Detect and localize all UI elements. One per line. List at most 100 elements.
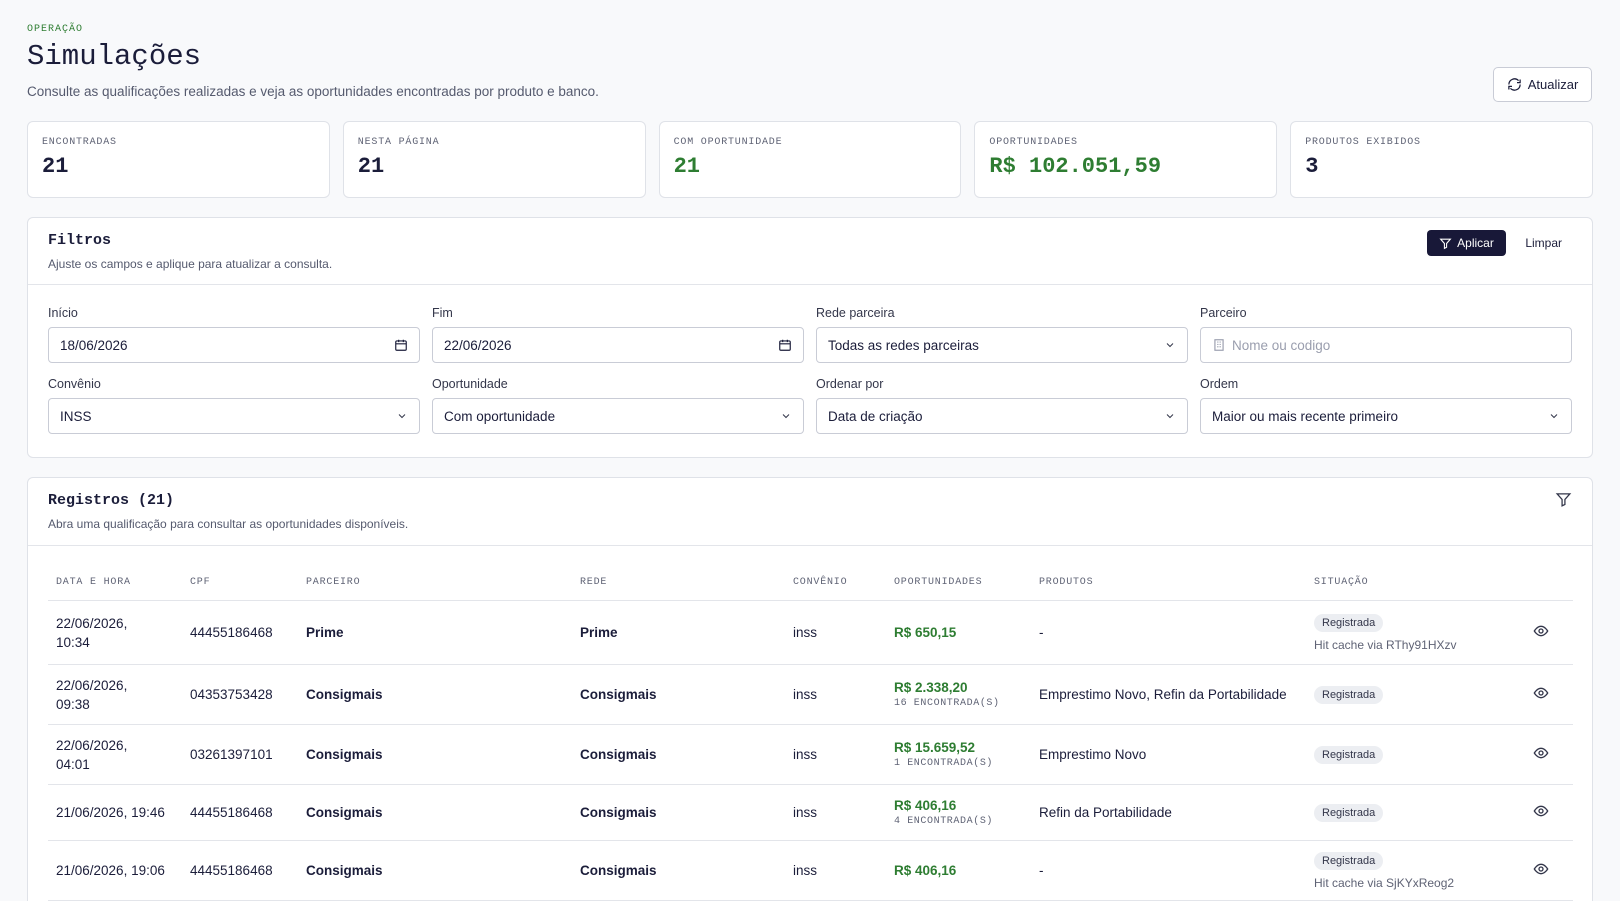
status-badge: Registrada: [1314, 613, 1384, 632]
amount: R$ 2.338,20: [894, 680, 968, 695]
stat-card: ENCONTRADAS 21: [27, 121, 330, 198]
table-header: DATA E HORA CPF PARCEIRO REDE CONVÊNIO OPORTU…: [48, 564, 1573, 601]
amount: R$ 650,15: [894, 625, 957, 640]
field-label: Fim: [432, 306, 453, 320]
cell-network: Consigmais: [580, 863, 657, 878]
field-input[interactable]: Data de criação: [816, 398, 1188, 434]
field-value: 22/06/2026: [444, 337, 512, 353]
cell-status: Registrada: [1314, 685, 1533, 704]
stat-card: PRODUTOS EXIBIDOS 3: [1290, 121, 1593, 198]
field-input[interactable]: Maior ou mais recente primeiro: [1200, 398, 1572, 434]
cell-partner: Consigmais: [306, 687, 383, 702]
stat-label: ENCONTRADAS: [42, 137, 117, 148]
field-input[interactable]: Nome ou codigo: [1200, 327, 1572, 363]
cell-partner: Consigmais: [306, 805, 383, 820]
cell-date: 21/06/2026, 19:46: [56, 805, 165, 820]
view-button[interactable]: [1533, 745, 1573, 764]
cell-agreement: inss: [793, 863, 818, 878]
field-value: Data de criação: [828, 408, 923, 424]
view-button[interactable]: [1533, 861, 1573, 880]
stat-label: OPORTUNIDADES: [989, 137, 1078, 148]
cell-network: Consigmais: [580, 687, 657, 702]
found-count: 1 ENCONTRADA(S): [894, 758, 994, 769]
column-header: DATA E HORA: [56, 576, 131, 588]
cell-network: Consigmais: [580, 805, 657, 820]
stat-value: 21: [357, 154, 385, 179]
input-wrap: Nome ou codigo: [1212, 338, 1330, 353]
view-button[interactable]: [1533, 623, 1573, 642]
filter-field: Ordenar por Data de criação: [816, 377, 1188, 434]
table-row: 22/06/2026, 04:01 03261397101 Consigmais Co…: [48, 725, 1573, 785]
cell-partner: Consigmais: [306, 863, 383, 878]
field-input[interactable]: 18/06/2026: [48, 327, 420, 363]
refresh-icon: [1507, 78, 1521, 91]
cell-opportunities: R$ 406,16: [894, 863, 1039, 878]
amount: R$ 15.659,52: [894, 740, 976, 755]
page-title: Simulações: [27, 40, 202, 73]
filter-field: Parceiro Nome ou codigo: [1200, 306, 1572, 363]
clear-button[interactable]: Limpar: [1525, 236, 1562, 250]
stat-value: R$ 102.051,59: [989, 154, 1162, 179]
records-table: DATA E HORA CPF PARCEIRO REDE CONVÊNIO OPORTU…: [48, 564, 1573, 901]
field-input[interactable]: 22/06/2026: [432, 327, 804, 363]
cell-agreement: inss: [793, 687, 818, 702]
apply-button[interactable]: Aplicar: [1427, 230, 1506, 256]
cell-date: 21/06/2026, 19:06: [56, 863, 165, 878]
field-label: Rede parceira: [816, 306, 895, 320]
filter-field: Fim 22/06/2026: [432, 306, 804, 363]
cell-products: -: [1039, 863, 1044, 878]
field-input[interactable]: Com oportunidade: [432, 398, 804, 434]
stat-value: 3: [1305, 154, 1319, 179]
chevron-icon: [1166, 343, 1174, 348]
stats: ENCONTRADAS 21 NESTA PÁGINA 21 COM OPORTUN…: [27, 121, 1593, 198]
field-input[interactable]: Todas as redes parceiras: [816, 327, 1188, 363]
stat-label: NESTA PÁGINA: [357, 137, 440, 148]
table-row: 22/06/2026, 10:34 44455186468 Prime Prime in…: [48, 601, 1573, 665]
status-badge: Registrada: [1314, 803, 1384, 822]
cell-cpf: 44455186468: [190, 805, 273, 820]
chevron-icon: [1550, 414, 1558, 419]
field-value: 18/06/2026: [60, 337, 128, 353]
refresh-label: Atualizar: [1527, 77, 1579, 92]
column-header: CPF: [190, 576, 211, 588]
eye-icon: [1533, 747, 1549, 759]
field-label: Oportunidade: [432, 377, 508, 391]
view-button[interactable]: [1533, 685, 1573, 704]
cell-status: Registrada: [1314, 745, 1533, 764]
amount: R$ 406,16: [894, 863, 957, 878]
field-value: Todas as redes parceiras: [828, 337, 979, 353]
eye-icon: [1533, 625, 1549, 637]
cell-agreement: inss: [793, 805, 818, 820]
stat-card: OPORTUNIDADES R$ 102.051,59: [974, 121, 1278, 198]
found-count: 4 ENCONTRADA(S): [894, 816, 994, 827]
column-header: PARCEIRO: [306, 576, 361, 588]
cell-products: -: [1039, 625, 1044, 640]
filter-icon: [1439, 238, 1452, 249]
view-button[interactable]: [1533, 803, 1573, 822]
cell-products: Emprestimo Novo: [1039, 747, 1147, 762]
field-input[interactable]: INSS: [48, 398, 420, 434]
field-label: Início: [48, 306, 78, 320]
field-label: Convênio: [48, 377, 101, 391]
cell-products: Refin da Portabilidade: [1039, 805, 1172, 820]
cell-cpf: 44455186468: [190, 863, 273, 878]
filter-field: Ordem Maior ou mais recente primeiro: [1200, 377, 1572, 434]
calendar-icon: [395, 339, 407, 351]
building-icon: [1214, 339, 1224, 351]
field-value: INSS: [60, 408, 92, 424]
field-value: Com oportunidade: [444, 408, 556, 424]
found-count: 16 ENCONTRADA(S): [894, 698, 1000, 709]
cell-partner: Prime: [306, 625, 344, 640]
stat-card: COM OPORTUNIDADE 21: [658, 121, 962, 198]
eye-icon: [1533, 863, 1549, 875]
field-value: Maior ou mais recente primeiro: [1212, 408, 1399, 424]
refresh-button[interactable]: Atualizar: [1493, 67, 1592, 102]
cell-opportunities: R$ 406,16 4 ENCONTRADA(S): [894, 798, 1039, 827]
cell-cpf: 04353753428: [190, 687, 273, 702]
filters-card: Filtros Ajuste os campos e aplique para …: [27, 217, 1593, 458]
apply-label: Aplicar: [1457, 236, 1494, 250]
filter-toggle[interactable]: [1555, 491, 1572, 508]
stat-value: 21: [42, 154, 69, 179]
cell-products: Emprestimo Novo, Refin da Portabilidade: [1039, 687, 1287, 702]
